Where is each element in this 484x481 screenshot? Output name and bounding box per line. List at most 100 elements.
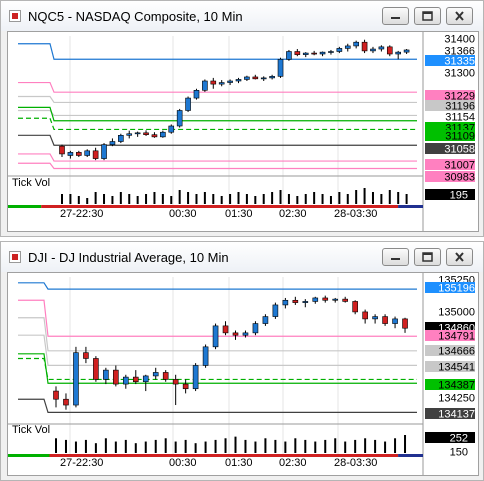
candle[interactable] (378, 46, 385, 50)
candle[interactable] (260, 77, 267, 80)
candle[interactable] (244, 76, 250, 80)
candle[interactable] (362, 311, 368, 320)
candle[interactable] (84, 150, 91, 156)
candle[interactable] (252, 323, 259, 334)
candle[interactable] (59, 145, 65, 155)
candle[interactable] (403, 49, 410, 53)
candle[interactable] (294, 51, 301, 55)
candle[interactable] (292, 299, 299, 303)
candle[interactable] (101, 144, 107, 159)
candle[interactable] (402, 318, 408, 329)
candle[interactable] (386, 46, 393, 55)
candle[interactable] (222, 325, 229, 334)
chart-pane[interactable]: Tick Vol 27-22:30 00:30 01:30 02:30 28-03:30 3… (7, 31, 479, 232)
candle[interactable] (242, 332, 249, 336)
title-bar[interactable]: NQC5 - NASDAQ Composite, 10 Min (1, 1, 483, 31)
volume-bar (304, 439, 307, 453)
close-button[interactable] (446, 248, 473, 266)
candle[interactable] (342, 298, 348, 302)
candle[interactable] (336, 48, 343, 52)
candle[interactable] (262, 316, 269, 324)
candle[interactable] (212, 325, 219, 348)
candle[interactable] (344, 45, 351, 49)
candle[interactable] (73, 352, 79, 406)
candle[interactable] (370, 48, 376, 52)
candle[interactable] (134, 132, 141, 135)
candle[interactable] (202, 80, 208, 91)
volume-bar (194, 443, 197, 453)
candle[interactable] (332, 298, 339, 301)
candle[interactable] (162, 372, 169, 380)
candle[interactable] (382, 316, 388, 324)
time-label: 00:30 (169, 208, 197, 220)
candle[interactable] (269, 76, 275, 79)
candle[interactable] (126, 133, 133, 136)
candle[interactable] (151, 134, 158, 138)
candle[interactable] (142, 375, 149, 383)
volume-bar (212, 194, 215, 204)
candle[interactable] (277, 58, 284, 77)
maximize-button[interactable] (414, 7, 441, 25)
candle[interactable] (160, 131, 166, 138)
candle[interactable] (63, 398, 69, 406)
candle[interactable] (322, 297, 329, 301)
candle[interactable] (392, 318, 398, 324)
minimize-button[interactable] (382, 248, 409, 266)
candle[interactable] (210, 80, 217, 85)
candle[interactable] (83, 352, 89, 359)
session-bar (398, 454, 423, 457)
candle[interactable] (353, 41, 359, 47)
candle[interactable] (272, 304, 279, 317)
volume-bar (86, 198, 89, 204)
candle[interactable] (352, 301, 358, 313)
candle[interactable] (282, 299, 289, 306)
volume-bar (334, 438, 337, 453)
candle[interactable] (76, 152, 82, 156)
nasdaq-chart[interactable]: Tick Vol 27-22:30 00:30 01:30 02:30 28-03:30 3… (8, 32, 478, 231)
candle[interactable] (168, 125, 175, 133)
volume-bar (384, 441, 387, 453)
candle[interactable] (311, 52, 317, 55)
candle[interactable] (328, 51, 334, 53)
candle[interactable] (176, 110, 183, 127)
candle[interactable] (319, 51, 326, 55)
candle[interactable] (232, 332, 239, 336)
candle[interactable] (302, 301, 309, 303)
candle[interactable] (227, 80, 233, 83)
candle[interactable] (202, 346, 209, 366)
maximize-button[interactable] (414, 248, 441, 266)
chart-pane[interactable]: Tick Vol 27-22:30 00:30 01:30 02:30 28-03:30 1… (7, 272, 479, 476)
candle[interactable] (93, 358, 99, 380)
candle[interactable] (92, 150, 99, 159)
close-button[interactable] (446, 7, 473, 25)
candle[interactable] (143, 132, 149, 135)
volume-bar (111, 196, 114, 204)
candle[interactable] (193, 90, 200, 99)
candle[interactable] (67, 152, 74, 156)
candle[interactable] (172, 379, 179, 385)
candle[interactable] (113, 369, 119, 385)
candle[interactable] (235, 79, 242, 82)
candle[interactable] (395, 51, 401, 55)
candle[interactable] (302, 52, 309, 55)
candle[interactable] (218, 82, 225, 85)
candle[interactable] (286, 51, 292, 60)
candle[interactable] (192, 365, 199, 390)
candle[interactable] (372, 316, 378, 320)
candle[interactable] (252, 76, 259, 80)
candle[interactable] (361, 41, 368, 52)
minimize-button[interactable] (382, 7, 409, 25)
candle[interactable] (185, 97, 191, 111)
candle[interactable] (152, 372, 159, 377)
candle[interactable] (123, 376, 129, 385)
candle[interactable] (312, 297, 319, 302)
candle[interactable] (109, 141, 116, 145)
candle[interactable] (118, 135, 124, 142)
candle[interactable] (103, 369, 109, 380)
candle[interactable] (132, 376, 139, 383)
title-bar[interactable]: DJI - DJ Industrial Average, 10 Min (1, 242, 483, 272)
candle[interactable] (182, 383, 189, 390)
dji-chart[interactable]: Tick Vol 27-22:30 00:30 01:30 02:30 28-03:30 1… (8, 273, 478, 475)
level-line (18, 334, 417, 366)
candle[interactable] (53, 390, 59, 400)
